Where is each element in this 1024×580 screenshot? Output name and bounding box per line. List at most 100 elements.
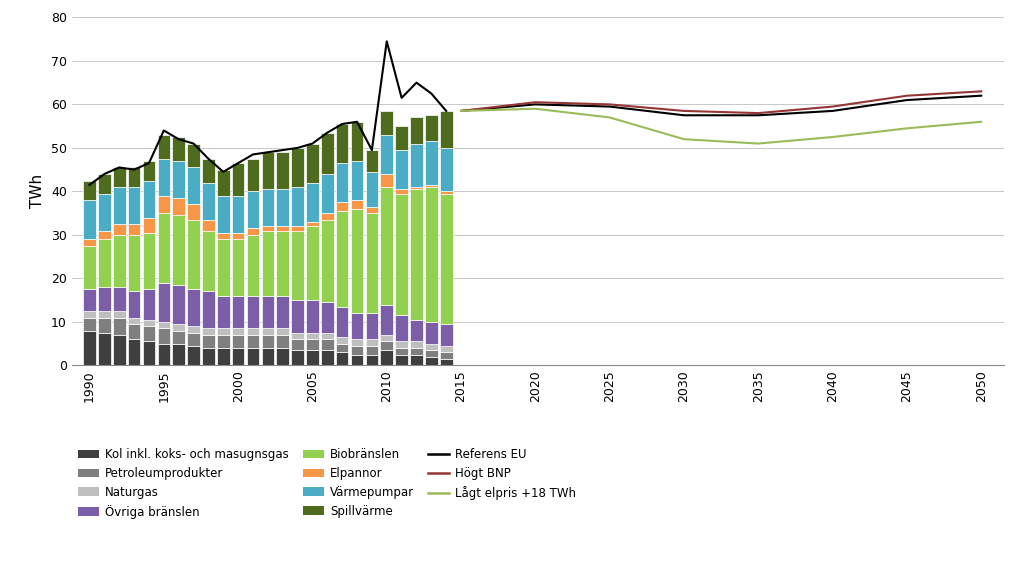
Bar [291, 230, 304, 300]
Bar [98, 333, 111, 365]
Bar [261, 328, 274, 335]
Bar [158, 159, 170, 196]
Bar [425, 343, 437, 350]
Bar [187, 144, 200, 168]
Bar [261, 231, 274, 296]
Bar [128, 324, 140, 339]
Bar [83, 200, 96, 239]
Bar [187, 168, 200, 205]
Bar [411, 189, 423, 320]
Bar [83, 311, 96, 318]
Bar [202, 348, 215, 365]
Bar [187, 204, 200, 220]
Bar [172, 343, 185, 365]
Bar [142, 289, 156, 320]
Bar [172, 161, 185, 198]
Bar [321, 350, 334, 365]
Bar [113, 168, 126, 187]
Bar [217, 335, 229, 348]
Bar [217, 296, 229, 328]
Bar [83, 239, 96, 246]
Bar [83, 246, 96, 289]
Bar [366, 339, 378, 346]
Bar [113, 187, 126, 224]
Bar [113, 287, 126, 311]
Bar [366, 313, 378, 339]
Bar [142, 326, 156, 342]
Bar [321, 174, 334, 213]
Bar [395, 354, 408, 365]
Bar [261, 335, 274, 348]
Bar [306, 183, 318, 222]
Bar [395, 189, 408, 194]
Bar [142, 218, 156, 233]
Bar [425, 185, 437, 187]
Bar [425, 357, 437, 365]
Bar [276, 226, 289, 230]
Bar [425, 187, 437, 322]
Bar [350, 346, 364, 354]
Bar [336, 202, 348, 211]
Bar [202, 159, 215, 183]
Bar [291, 226, 304, 230]
Bar [247, 235, 259, 296]
Bar [306, 222, 318, 226]
Bar [336, 163, 348, 202]
Bar [425, 350, 437, 357]
Bar [231, 163, 245, 196]
Bar [336, 211, 348, 307]
Bar [291, 339, 304, 350]
Y-axis label: TWh: TWh [31, 175, 45, 208]
Bar [411, 143, 423, 187]
Bar [247, 229, 259, 235]
Bar [395, 342, 408, 348]
Bar [381, 342, 393, 350]
Bar [247, 328, 259, 335]
Bar [247, 296, 259, 328]
Bar [411, 320, 423, 342]
Bar [321, 333, 334, 339]
Bar [425, 322, 437, 343]
Bar [321, 133, 334, 174]
Bar [113, 335, 126, 365]
Bar [381, 187, 393, 304]
Bar [113, 224, 126, 235]
Bar [381, 111, 393, 135]
Bar [231, 196, 245, 233]
Bar [158, 213, 170, 283]
Bar [158, 135, 170, 159]
Bar [231, 233, 245, 239]
Bar [381, 174, 393, 187]
Bar [217, 328, 229, 335]
Bar [381, 304, 393, 335]
Bar [128, 235, 140, 291]
Bar [98, 174, 111, 194]
Bar [217, 196, 229, 233]
Bar [366, 206, 378, 213]
Bar [440, 111, 453, 148]
Bar [291, 148, 304, 187]
Bar [172, 198, 185, 215]
Bar [411, 342, 423, 348]
Bar [128, 224, 140, 235]
Bar [187, 333, 200, 346]
Bar [321, 302, 334, 333]
Bar [128, 318, 140, 324]
Bar [231, 296, 245, 328]
Bar [395, 126, 408, 150]
Legend: Kol inkl. koks- och masugnsgas, Petroleumprodukter, Naturgas, Övriga bränslen, B: Kol inkl. koks- och masugnsgas, Petroleu… [78, 448, 577, 519]
Bar [261, 152, 274, 189]
Bar [83, 180, 96, 200]
Bar [336, 352, 348, 365]
Bar [142, 320, 156, 326]
Bar [366, 172, 378, 206]
Bar [187, 346, 200, 365]
Bar [276, 231, 289, 296]
Bar [98, 318, 111, 333]
Bar [231, 348, 245, 365]
Bar [291, 300, 304, 333]
Bar [98, 239, 111, 287]
Bar [187, 289, 200, 326]
Bar [321, 213, 334, 220]
Bar [306, 226, 318, 300]
